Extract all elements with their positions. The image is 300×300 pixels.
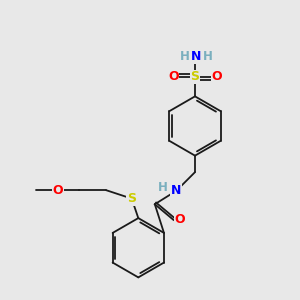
Text: O: O <box>168 70 179 83</box>
Text: N: N <box>171 184 182 197</box>
Text: H: H <box>158 181 168 194</box>
Text: S: S <box>127 192 136 205</box>
Text: H: H <box>203 50 213 63</box>
Text: O: O <box>52 184 63 197</box>
Text: S: S <box>190 70 200 83</box>
Text: N: N <box>191 50 202 63</box>
Text: H: H <box>180 50 190 63</box>
Text: O: O <box>211 70 222 83</box>
Text: O: O <box>175 213 185 226</box>
